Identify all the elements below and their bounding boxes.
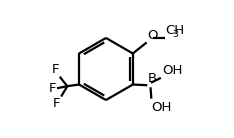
Text: OH: OH	[162, 64, 182, 77]
Text: OH: OH	[151, 101, 172, 114]
Text: F: F	[51, 63, 59, 76]
Text: 3: 3	[172, 30, 178, 39]
Text: O: O	[147, 29, 158, 42]
Text: F: F	[49, 82, 56, 95]
Text: B: B	[148, 72, 157, 85]
Text: CH: CH	[165, 24, 184, 37]
Text: F: F	[53, 97, 60, 110]
